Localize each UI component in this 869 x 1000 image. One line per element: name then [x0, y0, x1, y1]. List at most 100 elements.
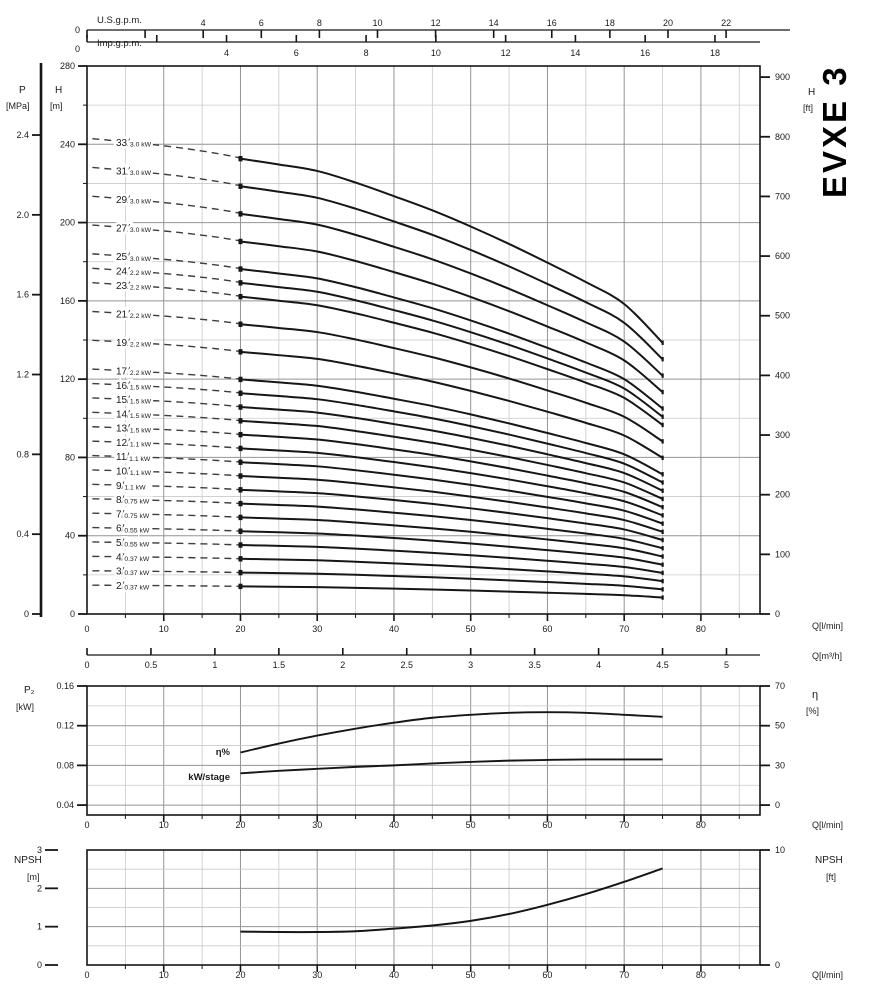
pump-curve-dash-27 [92, 224, 241, 242]
pump-curve-17 [240, 378, 664, 476]
pump-curve-dash-16 [92, 382, 241, 394]
main-chart: 33/3.0 kW 31/3.0 kW 29/3.0 kW 27/3.0 kW 25/3… [16, 61, 790, 670]
power-efficiency-chart: η% kW/stage 0.04 0.08 0.12 0.16 0 30 50 70 0 10 20 30… [56, 681, 785, 830]
curve-end-marker [661, 340, 664, 345]
q-tick-label: 30 [312, 820, 322, 830]
us-gpm-tick-label: 20 [663, 18, 673, 28]
eta-series-label: η% [216, 747, 231, 758]
imp-gpm-tick-label: 8 [364, 48, 369, 58]
pump-curve-dash-8 [92, 498, 241, 505]
flow-axis-label-lmin-npsh: Q[l/min] [812, 970, 844, 980]
pump-curve-dash-4 [92, 555, 241, 560]
q-m3h-tick-label: 3.5 [528, 660, 541, 670]
us-gpm-tick-label: 18 [605, 18, 615, 28]
curve-start-marker [238, 293, 243, 300]
q-lmin-tick-label: 60 [542, 624, 552, 634]
pump-curve-9 [240, 488, 663, 541]
curve-label-27: 27/3.0 kW [116, 224, 152, 235]
pump-curve-10 [240, 475, 663, 533]
p-tick-label: 0 [24, 609, 29, 619]
curve-label-33: 33/3.0 kW [116, 138, 152, 149]
us-gpm-tick-label: 8 [317, 18, 322, 28]
npsh-ft-axis-unit: [ft] [826, 872, 837, 882]
curve-start-marker [238, 155, 243, 162]
curve-start-marker [238, 280, 243, 286]
head-axis-label: H [55, 85, 63, 96]
curve-label-3: 3/0.37 kW [116, 567, 150, 578]
series-curve-eta [240, 711, 663, 754]
q-m3h-tick-label: 4 [596, 660, 601, 670]
ft-tick-label: 300 [775, 430, 790, 440]
pump-curve-24 [240, 281, 664, 418]
curve-end-marker [661, 578, 664, 584]
pump-curve-14 [240, 419, 663, 500]
q-lmin-tick-label: 70 [619, 624, 629, 634]
curve-label-9: 9/1.1 kW [116, 481, 146, 492]
p-tick-label: 1.6 [16, 290, 29, 300]
curve-end-marker [661, 554, 664, 559]
curve-label-7: 7/0.75 kW [116, 509, 150, 520]
curve-start-marker [238, 542, 243, 548]
npsh-m-tick-label: 0 [37, 960, 42, 970]
q-tick-label: 50 [466, 970, 476, 980]
pump-curve-dash-19 [92, 339, 241, 353]
npsh-m-tick-label: 3 [37, 845, 42, 855]
ft-tick-label: 800 [775, 132, 790, 142]
curve-label-5: 5/0.55 kW [116, 538, 150, 549]
eta-axis-label: η [812, 689, 819, 701]
npsh-ft-tick-label: 0 [775, 960, 780, 970]
q-tick-label: 80 [696, 820, 706, 830]
pump-curve-dash-23 [92, 281, 241, 297]
q-m3h-tick-label: 1.5 [273, 660, 286, 670]
curve-start-marker [238, 211, 243, 217]
pump-curve-dash-11 [92, 454, 241, 463]
pump-curve-27 [240, 240, 664, 393]
q-m3h-tick-label: 2 [340, 660, 345, 670]
curve-start-marker [238, 431, 243, 438]
pump-curve-dash-12 [92, 440, 241, 449]
pump-curve-8 [240, 502, 663, 550]
q-m3h-tick-label: 5 [724, 660, 729, 670]
pump-curve-dash-29 [92, 195, 241, 214]
us-gpm-tick-label: 12 [431, 18, 441, 28]
h-tick-label: 240 [60, 139, 75, 149]
imp-gpm-tick-label: 10 [431, 48, 441, 58]
curve-label-2: 2/0.37 kW [116, 581, 150, 592]
p2-axis-unit: [kW] [16, 702, 34, 712]
eta-tick-label: 50 [775, 721, 785, 731]
curve-end-marker [661, 587, 664, 592]
imp-gpm-tick-label: 0 [75, 44, 80, 54]
q-tick-label: 60 [542, 820, 552, 830]
h-tick-label: 40 [65, 531, 75, 541]
p-tick-label: 2.4 [16, 130, 29, 140]
curve-label-12: 12/1.1 kW [116, 438, 152, 449]
h-tick-label: 80 [65, 452, 75, 462]
ft-tick-label: 0 [775, 609, 780, 619]
curve-end-marker [661, 513, 664, 518]
q-tick-label: 70 [619, 820, 629, 830]
pump-curve-dash-2 [92, 584, 241, 588]
curve-start-marker [238, 404, 243, 410]
pump-curve-dash-9 [92, 483, 241, 491]
curve-end-marker [661, 439, 664, 444]
curve-start-marker [238, 376, 243, 383]
pump-curve-3 [240, 571, 663, 591]
p-tick-label: 2.0 [16, 210, 29, 220]
npsh-ft-tick-label: 10 [775, 845, 785, 855]
pump-curve-5 [240, 544, 663, 574]
curve-end-marker [661, 389, 664, 395]
h-tick-label: 280 [60, 61, 75, 71]
ft-tick-label: 200 [775, 490, 790, 500]
pump-curve-dash-6 [92, 526, 241, 532]
p-tick-label: 0.4 [16, 529, 29, 539]
npsh-m-tick-label: 2 [37, 883, 42, 893]
ft-tick-label: 900 [775, 72, 790, 82]
q-tick-label: 10 [159, 820, 169, 830]
h-tick-label: 120 [60, 374, 75, 384]
q-m3h-tick-label: 0.5 [145, 660, 158, 670]
curve-label-4: 4/0.37 kW [116, 552, 150, 563]
pump-curve-dash-17 [92, 368, 241, 380]
us-gpm-axis-label: U.S.g.p.m. [97, 15, 142, 26]
pump-curve-29 [240, 212, 664, 377]
curve-start-marker [238, 183, 243, 189]
